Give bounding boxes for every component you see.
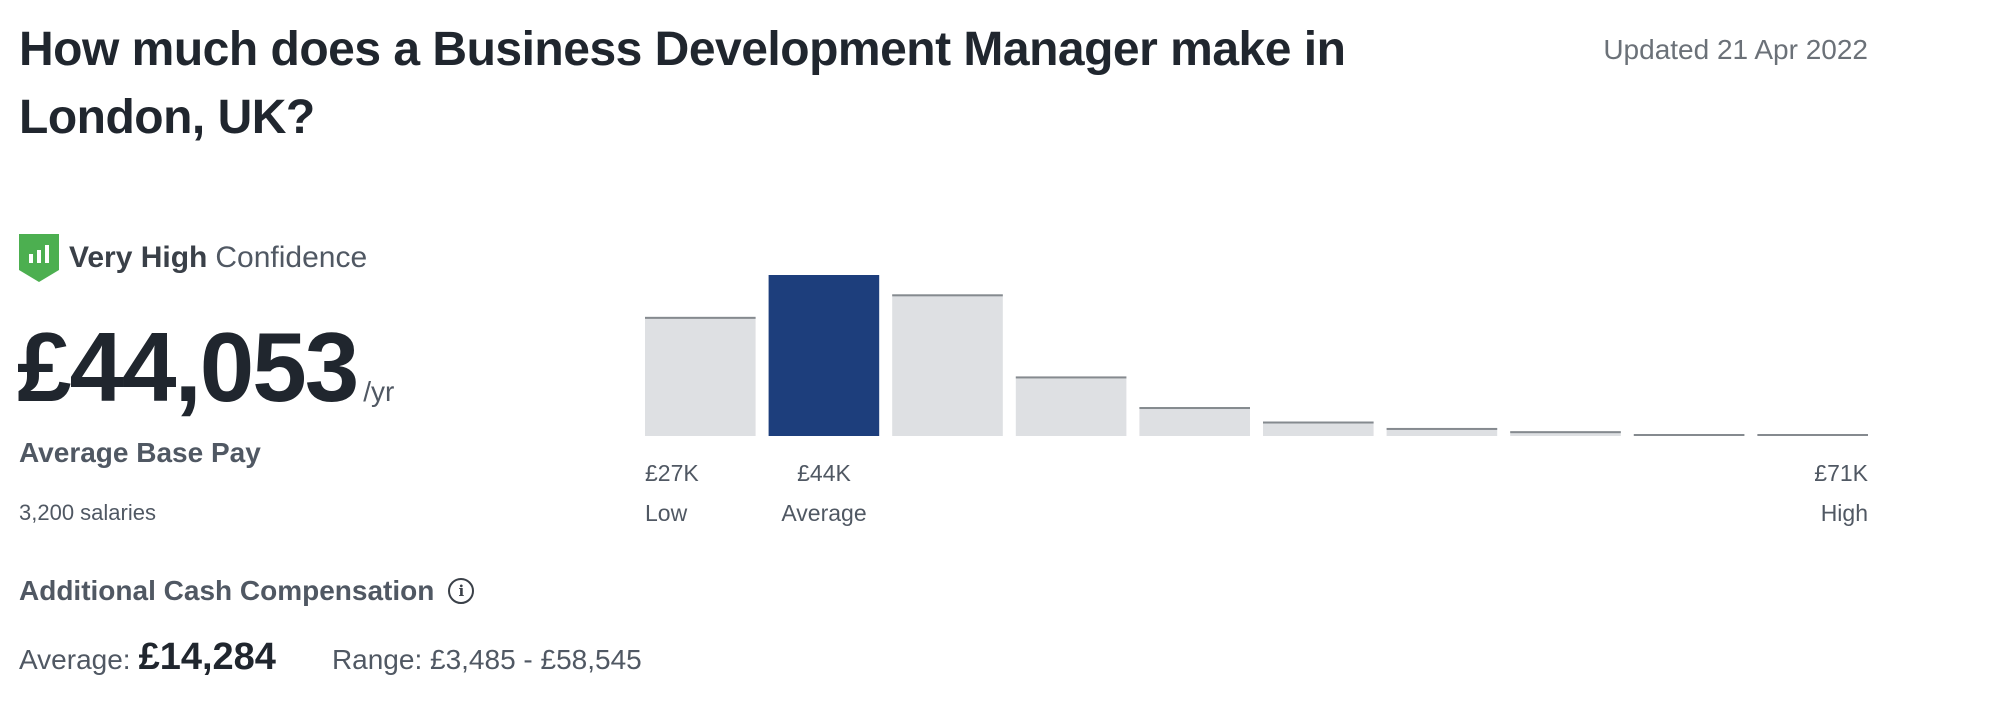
- histogram-bar: [1510, 431, 1621, 436]
- shield-chart-icon: [19, 234, 59, 282]
- histogram-bar-top: [1510, 431, 1621, 434]
- avg-value-label: £44K: [797, 460, 851, 486]
- high-label: High: [1820, 500, 1868, 526]
- additional-avg-value: £14,284: [138, 636, 276, 678]
- histogram-bar-top: [1263, 421, 1374, 424]
- confidence-row: Very High Confidence: [19, 234, 367, 282]
- additional-range: Range: £3,485 - £58,545: [331, 644, 642, 675]
- additional-comp-title: Additional Cash Compensation i: [19, 575, 475, 607]
- histogram-bar-top: [1386, 427, 1498, 430]
- confidence-suffix: Confidence: [215, 241, 368, 274]
- pay-label: Average Base Pay: [19, 437, 261, 468]
- average-pay: £44,053/yr: [17, 312, 394, 447]
- histogram-bar-top: [1015, 376, 1127, 379]
- pay-amount: £44,053: [17, 312, 359, 422]
- histogram-bar: [1015, 376, 1127, 436]
- confidence-level: Very High: [69, 241, 208, 274]
- histogram-bars: [645, 275, 1868, 436]
- pay-period: /yr: [363, 376, 395, 407]
- histogram-bar: [1386, 427, 1498, 436]
- salary-count: 3,200 salaries: [19, 500, 156, 525]
- histogram-bar: [892, 294, 1003, 436]
- page-title: How much does a Business Development Man…: [19, 23, 1346, 144]
- updated-date: Updated 21 Apr 2022: [1603, 34, 1868, 65]
- histogram-bar-top: [1633, 434, 1745, 436]
- additional-comp-row: Average: £14,284 Range: £3,485 - £58,545: [19, 636, 642, 679]
- salary-histogram: £27K Low £44K Average £71K High: [645, 260, 1868, 530]
- high-value-label: £71K: [1814, 460, 1868, 486]
- low-label: Low: [645, 500, 688, 526]
- histogram-bar: [1139, 407, 1250, 436]
- histogram-bar-top: [1139, 407, 1250, 410]
- histogram-bar: [1263, 421, 1374, 436]
- low-value-label: £27K: [645, 460, 699, 486]
- histogram-bar-top: [1757, 434, 1868, 436]
- additional-comp-label: Additional Cash Compensation: [19, 575, 435, 606]
- histogram-bar-top: [892, 294, 1003, 297]
- info-icon[interactable]: i: [448, 578, 475, 604]
- histogram-bar-average: [768, 275, 880, 436]
- histogram-bar-top: [645, 316, 756, 319]
- avg-label: Average: [781, 500, 867, 526]
- histogram-bar: [645, 316, 756, 436]
- additional-avg-label: Average:: [19, 644, 131, 675]
